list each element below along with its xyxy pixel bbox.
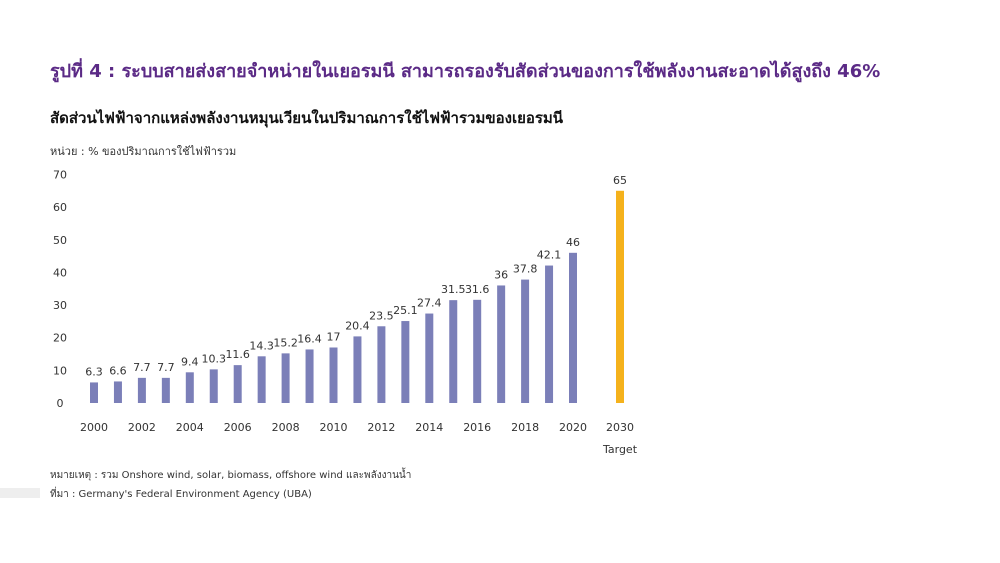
data-label: 36 bbox=[494, 268, 508, 281]
target-bar bbox=[616, 190, 624, 403]
y-tick-label: 70 bbox=[53, 168, 67, 181]
data-bar bbox=[353, 336, 362, 403]
y-tick-label: 10 bbox=[53, 364, 67, 377]
data-label: 27.4 bbox=[417, 297, 442, 310]
x-tick-label: 2016 bbox=[463, 421, 491, 434]
data-bar bbox=[113, 381, 122, 403]
data-bar bbox=[257, 356, 266, 403]
x-tick-label: 2014 bbox=[415, 421, 443, 434]
x-tick-label: 2020 bbox=[559, 421, 587, 434]
data-label: 9.4 bbox=[181, 355, 199, 368]
x-tick-label: 2010 bbox=[320, 421, 348, 434]
data-bar bbox=[449, 300, 458, 403]
chart-title: สัดส่วนไฟฟ้าจากแหล่งพลังงานหมุนเวียนในปร… bbox=[50, 109, 564, 127]
chart-remark: หมายเหตุ : รวม Onshore wind, solar, biom… bbox=[50, 470, 412, 481]
y-tick-label: 20 bbox=[53, 332, 67, 345]
data-bar bbox=[377, 326, 386, 403]
data-label: 42.1 bbox=[537, 249, 562, 262]
figure-title: รูปที่ 4 : ระบบสายส่งสายจำหน่ายในเยอรมนี… bbox=[50, 61, 881, 82]
data-label: 65 bbox=[613, 174, 627, 187]
data-bar bbox=[305, 349, 314, 403]
data-label: 31.5 bbox=[441, 283, 466, 296]
y-tick-label: 60 bbox=[53, 201, 67, 214]
data-label: 11.6 bbox=[225, 348, 250, 361]
data-label: 25.1 bbox=[393, 304, 418, 317]
data-bar bbox=[521, 279, 530, 403]
data-label: 20.4 bbox=[345, 319, 370, 332]
data-bar bbox=[545, 265, 554, 403]
data-label: 7.7 bbox=[133, 361, 151, 374]
data-bar bbox=[401, 321, 410, 403]
y-tick-label: 50 bbox=[53, 234, 67, 247]
data-label: 14.3 bbox=[249, 339, 274, 352]
target-label: Target bbox=[602, 443, 638, 456]
x-tick-label: 2012 bbox=[367, 421, 395, 434]
data-bar bbox=[329, 347, 338, 403]
data-bar bbox=[497, 285, 506, 403]
data-label: 7.7 bbox=[157, 361, 175, 374]
data-label: 37.8 bbox=[513, 263, 538, 276]
x-tick-label: 2018 bbox=[511, 421, 539, 434]
x-tick-label: 2000 bbox=[80, 421, 108, 434]
data-bar bbox=[209, 369, 218, 403]
data-label: 6.3 bbox=[85, 365, 103, 378]
data-label: 16.4 bbox=[297, 332, 322, 345]
y-tick-label: 40 bbox=[53, 266, 67, 279]
x-tick-label: 2004 bbox=[176, 421, 204, 434]
y-tick-label: 30 bbox=[53, 299, 67, 312]
x-tick-label: 2030 bbox=[606, 421, 634, 434]
data-label: 46 bbox=[566, 236, 580, 249]
data-label: 23.5 bbox=[369, 309, 394, 322]
data-label: 15.2 bbox=[273, 336, 298, 349]
y-tick-label: 0 bbox=[57, 397, 64, 410]
data-bar bbox=[473, 299, 482, 403]
data-label: 6.6 bbox=[109, 364, 127, 377]
data-bar bbox=[569, 252, 577, 403]
data-bar bbox=[281, 353, 290, 403]
data-bar bbox=[137, 377, 146, 403]
x-tick-label: 2008 bbox=[272, 421, 300, 434]
side-tab-decoration bbox=[0, 488, 40, 498]
data-bar bbox=[161, 377, 170, 403]
data-bar bbox=[185, 372, 194, 403]
data-label: 31.6 bbox=[465, 283, 490, 296]
data-label: 17 bbox=[327, 330, 341, 343]
data-bar bbox=[425, 313, 434, 403]
unit-label: หน่วย : % ของปริมาณการใช้ไฟฟ้ารวม bbox=[50, 145, 237, 158]
chart-source: ที่มา : Germany's Federal Environment Ag… bbox=[50, 489, 312, 500]
x-tick-label: 2002 bbox=[128, 421, 156, 434]
x-tick-label: 2006 bbox=[224, 421, 252, 434]
data-bar bbox=[90, 382, 98, 403]
data-bar bbox=[233, 365, 242, 403]
data-label: 10.3 bbox=[202, 352, 227, 365]
